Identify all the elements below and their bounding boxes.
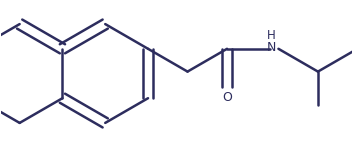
Text: O: O — [222, 91, 232, 104]
Text: N: N — [267, 41, 276, 54]
Text: H: H — [267, 29, 276, 41]
